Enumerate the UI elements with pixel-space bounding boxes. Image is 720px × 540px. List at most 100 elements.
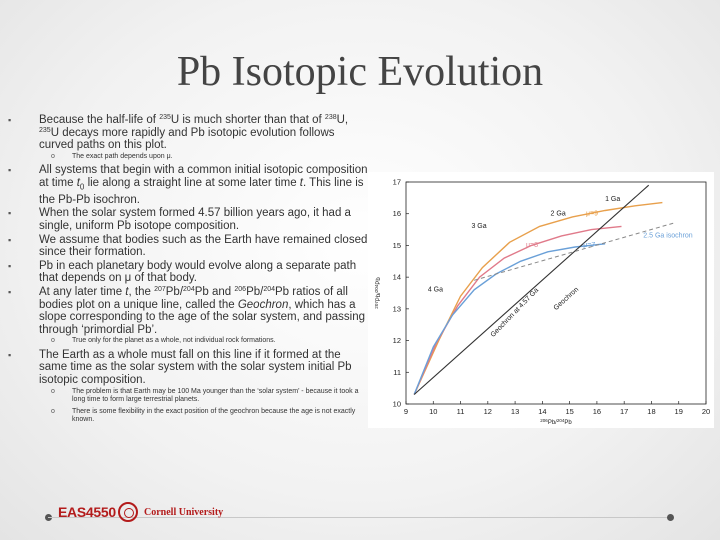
chart-annotation: 3 Ga <box>471 223 486 230</box>
chart-annotation: μ=9 <box>586 210 598 217</box>
bullet-text-part: The problem is that Earth may be 100 Ma … <box>72 387 359 404</box>
bullet-text-part: , which has a slope corresponding to the… <box>39 298 366 336</box>
x-tick-label: 19 <box>675 407 683 416</box>
bullet-text-part: 235 <box>39 126 51 134</box>
bullet-text-part: 206 <box>234 285 247 293</box>
bullet-text-part: U, <box>336 114 349 126</box>
y-tick-label: 10 <box>393 400 401 409</box>
series-line <box>413 184 650 395</box>
bullet-text-part: U decays more rapidly and Pb isotopic ev… <box>39 126 335 152</box>
bullet-text-part: , the <box>128 285 155 298</box>
x-tick-label: 15 <box>565 407 573 416</box>
bullet-text-part: t <box>125 285 129 298</box>
bullet-text-part: When the solar system formed 4.57 billio… <box>39 207 351 232</box>
footer-divider <box>48 517 672 518</box>
course-logo: EAS4550 <box>58 504 116 520</box>
bullet-item: ▪ At any later time t, the 207Pb/204Pb an… <box>8 286 370 336</box>
bullet-text-part: 235 <box>159 114 171 121</box>
x-tick-label: 9 <box>404 407 408 416</box>
x-axis-label-part: Pb <box>564 420 572 426</box>
bullet-square-icon: ▪ <box>8 234 12 245</box>
bullet-circle-icon: o <box>51 407 55 415</box>
series-line <box>413 201 663 395</box>
bullet-circle-icon: o <box>51 152 55 160</box>
bullet-square-icon: ▪ <box>8 115 12 125</box>
bullet-square-icon: ▪ <box>8 208 12 219</box>
bullet-text-part: True only for the planet as a whole, not… <box>72 337 276 345</box>
bullet-item: ▪ The Earth as a whole must fall on this … <box>8 349 370 387</box>
y-tick-label: 11 <box>393 368 401 377</box>
bullet-text-part: Pb ratios of all bodies plot on a unique… <box>39 285 348 311</box>
bullet-text-part: 204 <box>263 285 276 293</box>
y-axis-label: 207Pb/204Pb <box>374 277 382 309</box>
x-tick-label: 11 <box>457 407 465 416</box>
x-tick-label: 20 <box>702 407 710 416</box>
bullet-item: ▪ Pb in each planetary body would evolve … <box>8 260 370 285</box>
bullet-text-part: Pb/ <box>165 285 184 298</box>
bullet-item: ▪ We assume that bodies such as the Earth… <box>8 234 370 259</box>
x-axis-label-part: 206 <box>540 418 548 423</box>
bullet-text-part: 0 <box>79 182 85 192</box>
y-axis-label-part: Pb/ <box>376 292 382 301</box>
bullet-list: ▪ Because the half-life of 235U is much s… <box>8 114 370 428</box>
x-tick-label: 12 <box>484 407 492 416</box>
bullet-text-part: Pb and <box>194 285 235 298</box>
bullet-text-part: The Earth as a whole must fall on this l… <box>39 348 352 386</box>
cornell-seal-icon <box>118 502 138 522</box>
y-axis-label-part: Pb <box>376 277 382 285</box>
x-axis-label: 206Pb/204Pb <box>540 418 572 426</box>
chart-annotation: 1 Ga <box>605 196 620 203</box>
x-tick-label: 18 <box>647 407 655 416</box>
x-axis-label-part: 204 <box>557 418 565 423</box>
y-axis-label-part: 207 <box>374 301 379 309</box>
bullet-text-part: At any later time <box>39 285 126 298</box>
bullet-item: o True only for the planet as a whole, no… <box>8 337 370 346</box>
bullet-square-icon: ▪ <box>8 165 12 176</box>
bullet-text-part: 238 <box>324 114 337 121</box>
bullet-circle-icon: o <box>51 337 55 345</box>
y-tick-label: 12 <box>393 336 401 345</box>
bullet-text-part: lie along a straight line at some later … <box>84 176 300 189</box>
chart-annotation: 2 Ga <box>551 210 566 217</box>
bullet-circle-icon: o <box>51 387 55 395</box>
bullet-text-part: Pb in each planetary body would evolve a… <box>39 259 357 285</box>
y-axis-label-part: 204 <box>374 284 379 292</box>
chart-annotation: μ=7 <box>583 242 595 249</box>
bullet-text-part: 207 <box>154 285 166 293</box>
x-tick-label: 13 <box>511 407 519 416</box>
bullet-text-part: 204 <box>183 285 195 293</box>
chart-annotation: 4 Ga <box>428 286 443 293</box>
bullet-ring-right <box>667 514 674 521</box>
bullet-square-icon: ▪ <box>8 349 12 360</box>
x-tick-label: 17 <box>620 407 628 416</box>
bullet-text-part: The exact path depends upon μ. <box>72 152 173 160</box>
pb-evolution-figure: 9 10 11 12 13 14 15 16 17 18 19 20 10 11 12 13 14 15 16 17 2… <box>368 172 714 428</box>
y-tick-label: 13 <box>393 304 401 313</box>
chart-annotation: Geochron <box>553 286 581 312</box>
x-axis-label-part: Pb/ <box>548 420 557 426</box>
x-tick-label: 14 <box>538 407 546 416</box>
bullet-item: ▪ Because the half-life of 235U is much s… <box>8 114 370 152</box>
bullet-text-part: All systems that begin with a common ini… <box>39 164 368 189</box>
bullet-item: o The problem is that Earth may be 100 Ma… <box>8 388 370 405</box>
y-tick-label: 14 <box>393 273 401 282</box>
bullet-text-part: t <box>299 176 303 189</box>
pb-isotope-chart: 9 10 11 12 13 14 15 16 17 18 19 2010111213141516172… <box>374 178 710 427</box>
x-tick-label: 10 <box>429 407 437 416</box>
bullet-item: o There is some flexibility in the exact … <box>8 408 370 425</box>
y-tick-label: 15 <box>393 241 401 250</box>
bullet-text-part: Because the half-life of <box>39 114 160 126</box>
bullet-text-part: t <box>76 176 80 189</box>
bullet-square-icon: ▪ <box>8 286 12 297</box>
chart-annotation: 2.5 Ga isochron <box>643 233 693 240</box>
bullet-text-part: There is some flexibility in the exact p… <box>72 407 356 424</box>
bullet-text-part: We assume that bodies such as the Earth … <box>39 233 368 259</box>
plot-frame <box>405 181 707 405</box>
bullet-item: ▪ When the solar system formed 4.57 billi… <box>8 207 370 232</box>
bullet-text-part: U is much shorter than that of <box>170 114 325 126</box>
y-tick-label: 17 <box>393 178 401 187</box>
bullet-text-part: . This line is the Pb-Pb isochron. <box>39 176 364 206</box>
chart-annotation: Geochron at 4.57 Ga <box>490 287 541 339</box>
bullet-text-part: Geochron <box>237 298 289 311</box>
y-tick-label: 16 <box>393 209 401 218</box>
